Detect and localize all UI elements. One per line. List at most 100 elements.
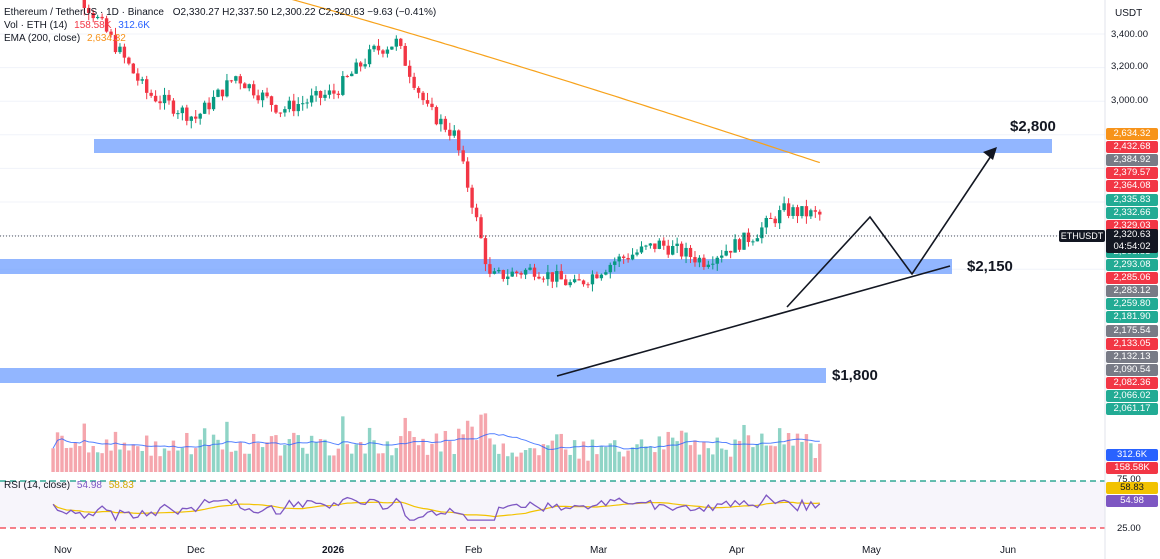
volume-bar: [122, 442, 127, 472]
candle-body: [100, 16, 104, 19]
candle-body: [791, 207, 795, 216]
candle-body: [416, 87, 421, 93]
volume-bar: [287, 439, 292, 472]
candle-body: [296, 104, 300, 112]
volume-bar: [198, 439, 202, 472]
volume-bar: [314, 442, 318, 472]
candle-body: [550, 272, 555, 282]
volume-bar: [497, 453, 501, 472]
interval-label: 1D: [106, 7, 119, 18]
volume-bar: [416, 445, 421, 472]
price-badge: 2,285.06: [1106, 272, 1158, 285]
time-tick: Dec: [187, 545, 205, 556]
volume-bar: [260, 447, 265, 472]
volume-bar: [528, 448, 532, 472]
price-tick: 3,000.00: [1111, 95, 1148, 106]
volume-bar: [60, 435, 64, 472]
volume-bar: [412, 437, 416, 472]
candle-body: [519, 273, 523, 275]
volume-bar: [621, 456, 626, 472]
volume-bar: [238, 442, 243, 472]
candle-body: [497, 270, 501, 272]
volume-bar: [746, 435, 751, 472]
rsi-legend-ma: 58.83: [108, 480, 134, 491]
candle-body: [180, 107, 185, 114]
volume-bar: [474, 440, 479, 472]
candle-body: [82, 0, 86, 8]
candle-body: [630, 254, 635, 260]
candle-body: [733, 239, 737, 253]
volume-current-badge: 158.58K: [1106, 462, 1158, 474]
volume-bar: [55, 432, 60, 472]
rsi-legend[interactable]: RSI (14, close) 54.98 58.83: [4, 480, 134, 491]
volume-bar: [564, 449, 568, 472]
volume-bar: [760, 433, 764, 472]
ema-legend[interactable]: EMA (200, close) 2,634.32: [4, 33, 126, 44]
candlesticks: [82, 0, 822, 292]
candle-body: [488, 264, 492, 274]
candle-body: [350, 73, 354, 77]
volume-bar: [189, 454, 193, 472]
candle-body: [372, 45, 376, 50]
current-price-ticker[interactable]: ETHUSDT: [1059, 230, 1105, 242]
candle-body: [586, 284, 590, 286]
candle-body: [452, 130, 456, 136]
volume-bar: [247, 453, 251, 472]
candle-body: [153, 95, 158, 102]
volume-bar: [376, 453, 381, 472]
volume-bar: [180, 447, 185, 472]
price-badge: 2,379.57: [1106, 167, 1158, 180]
volume-bar: [670, 437, 675, 472]
volume-bar: [706, 448, 711, 472]
candle-body: [104, 18, 109, 32]
rsi-legend-value: 54.98: [76, 480, 102, 491]
target-annotation: $2,800: [1010, 118, 1056, 135]
volume-legend[interactable]: Vol · ETH (14) 158.58K 312.6K: [4, 20, 150, 31]
volume-bar: [786, 433, 791, 472]
volume-bar: [95, 452, 100, 472]
candle-body: [809, 210, 813, 217]
volume-bar: [693, 440, 697, 472]
volume-bar: [421, 438, 425, 472]
volume-bar: [800, 441, 804, 472]
volume-bar: [87, 452, 91, 472]
volume-legend-current: 158.58K: [74, 20, 112, 31]
volume-bar: [407, 431, 412, 472]
candle-body: [684, 247, 688, 257]
volume-bar: [278, 455, 283, 472]
candle-body: [430, 103, 434, 108]
volume-bar: [510, 452, 514, 472]
symbol-legend[interactable]: Ethereum / TetherUS · 1D · Binance O2,33…: [4, 7, 437, 18]
volume-bar: [630, 447, 635, 472]
volume-bar: [675, 441, 679, 472]
candle-body: [136, 73, 140, 81]
candle-body: [679, 243, 684, 257]
time-tick: Nov: [54, 545, 72, 556]
price-tick: 3,200.00: [1111, 61, 1148, 72]
candle-body: [702, 257, 706, 267]
candle-body: [358, 62, 363, 67]
price-badge: 2,283.12: [1106, 285, 1158, 298]
volume-bar: [644, 446, 648, 472]
volume-bar: [465, 420, 470, 472]
candle-body: [220, 89, 225, 97]
candle-body: [599, 274, 604, 279]
low-support-annotation: $1,800: [832, 367, 878, 384]
volume-bar: [795, 433, 800, 472]
volume-bar: [479, 414, 483, 472]
volume-bar: [394, 448, 399, 472]
rsi-value-badge: 54.98: [1106, 495, 1158, 507]
candle-body: [332, 90, 336, 94]
rsi-tick: 25.00: [1117, 523, 1141, 534]
candle-body: [724, 250, 728, 256]
volume-bar: [684, 432, 688, 472]
candle-body: [804, 206, 809, 217]
volume-bar: [617, 451, 621, 472]
candle-body: [314, 90, 318, 96]
candle-body: [283, 109, 287, 113]
mid-support-annotation: $2,150: [967, 258, 1013, 275]
volume-bar: [452, 454, 456, 472]
volume-bar: [523, 450, 528, 472]
volume-bar: [309, 435, 314, 472]
